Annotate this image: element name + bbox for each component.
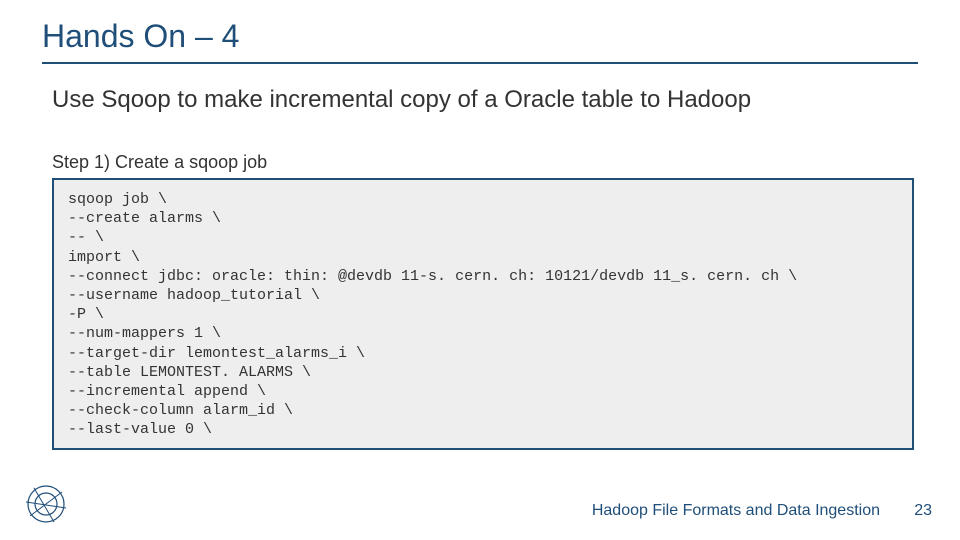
code-block: sqoop job \ --create alarms \ -- \ impor…	[52, 178, 914, 450]
slide-subtitle: Use Sqoop to make incremental copy of a …	[52, 86, 751, 114]
title-underline	[42, 62, 918, 64]
code-text: sqoop job \ --create alarms \ -- \ impor…	[68, 190, 898, 439]
step-label: Step 1) Create a sqoop job	[52, 152, 267, 173]
cern-logo-icon	[24, 482, 68, 526]
slide: Hands On – 4 Use Sqoop to make increment…	[0, 0, 960, 540]
page-number: 23	[914, 502, 932, 520]
slide-title: Hands On – 4	[42, 18, 239, 55]
footer-text: Hadoop File Formats and Data Ingestion	[592, 502, 880, 520]
